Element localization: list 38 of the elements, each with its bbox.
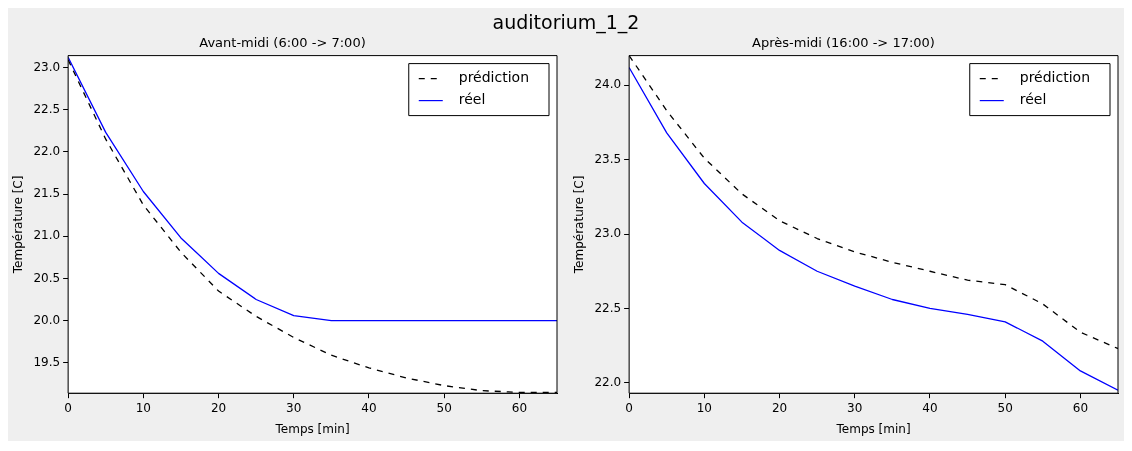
x-tick-label: 60 [1072,400,1089,415]
y-axis-title: Température [C] [572,175,587,275]
y-tick-label: 23.0 [33,59,61,74]
x-axis-title: Temps [min] [835,421,911,436]
y-axis-title: Température [C] [11,175,26,275]
chart-title: Avant-midi (6:00 -> 7:00) [199,35,366,51]
x-tick-label: 40 [361,400,377,415]
x-tick-label: 0 [625,400,633,415]
x-axis-title: Temps [min] [274,421,350,436]
y-tick-label: 22.0 [33,143,61,158]
y-tick-label: 20.0 [33,312,61,327]
x-tick-label: 40 [922,400,938,415]
y-tick-label: 19.5 [33,354,61,369]
x-tick-label: 50 [997,400,1013,415]
y-tick-label: 21.5 [33,186,61,201]
x-tick-label: 10 [696,400,712,415]
legend-label: prédiction [458,69,530,86]
x-tick-label: 0 [64,400,72,415]
x-tick-label: 30 [286,400,302,415]
legend-label: prédiction [1019,69,1091,86]
y-tick-label: 23.5 [594,151,622,166]
legend-label: réel [1019,91,1047,108]
x-tick-label: 20 [210,400,227,415]
y-tick-label: 22.0 [594,374,622,389]
y-tick-label: 22.5 [33,101,61,116]
y-tick-label: 24.0 [594,77,622,92]
y-tick-label: 23.0 [594,226,622,241]
chart-title: Après-midi (16:00 -> 17:00) [752,35,935,51]
legend-label: réel [458,91,486,108]
y-tick-label: 20.5 [33,270,61,285]
x-tick-label: 20 [771,400,788,415]
x-tick-label: 30 [847,400,863,415]
text: auditorium_1_2 [491,10,641,36]
x-tick-label: 50 [436,400,452,415]
y-tick-label: 21.0 [33,228,61,243]
x-tick-label: 60 [511,400,528,415]
y-tick-label: 22.5 [594,300,622,315]
x-tick-label: 10 [135,400,151,415]
